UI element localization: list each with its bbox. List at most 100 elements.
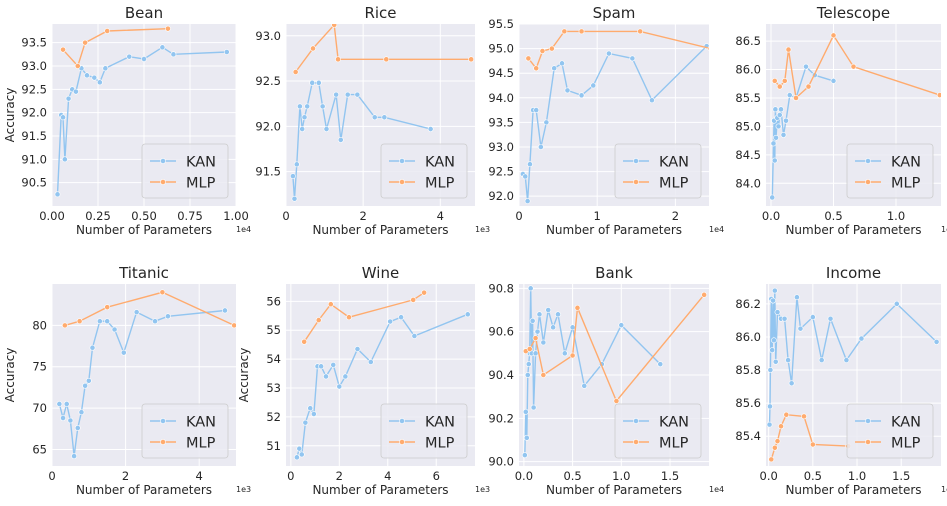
data-point	[76, 318, 83, 325]
x-tick-label: 1.5	[661, 469, 679, 483]
x-tick-label: 1.0	[848, 469, 866, 483]
y-tick-label: 91.0	[21, 152, 47, 166]
series-line-mlp	[295, 24, 472, 73]
data-point	[383, 56, 390, 63]
series-mlp	[522, 291, 708, 404]
x-tick-label: 6	[433, 469, 440, 483]
data-point	[533, 65, 540, 72]
data-point	[111, 326, 118, 333]
data-point	[323, 373, 329, 380]
data-point	[318, 363, 325, 370]
data-point	[783, 411, 790, 418]
data-point	[933, 339, 940, 345]
chart-income: 85.4 85.6 85.8 86.0 86.2 0.0 0.5 1.0 1.5 Income Nu…	[735, 264, 947, 497]
data-point	[344, 91, 351, 98]
x-tick-label: 0.0	[760, 469, 778, 483]
data-point	[104, 304, 111, 311]
y-tick-label: 53	[266, 381, 281, 395]
data-point	[165, 25, 171, 32]
data-point	[354, 346, 361, 352]
data-point	[701, 291, 708, 298]
data-point	[71, 453, 77, 459]
data-point	[301, 114, 308, 121]
data-point	[337, 137, 344, 143]
data-point	[294, 454, 300, 461]
series-mlp	[301, 289, 428, 345]
x-axis-label: Number of Parameters	[785, 483, 921, 497]
data-point	[152, 318, 158, 325]
chart-wine: 51 52 53 54 55 56 0 2 4 6 Wine Number of Parameters…	[237, 264, 490, 497]
data-point	[104, 28, 111, 34]
data-point	[120, 349, 127, 356]
x-exponent-label: 1e4	[941, 225, 947, 234]
y-tick-label: 92.0	[21, 106, 47, 120]
x-exponent-label: 1e4	[709, 485, 724, 494]
data-point	[809, 441, 816, 448]
x-axis-label: Number of Parameters	[312, 223, 448, 237]
data-point	[411, 333, 418, 339]
data-point	[555, 311, 561, 318]
data-point	[771, 444, 778, 451]
data-point	[529, 317, 536, 324]
data-point	[773, 134, 779, 141]
series-kan	[520, 43, 709, 204]
data-point	[540, 372, 547, 378]
x-exponent-label: 1e4	[709, 225, 724, 234]
legend-label-kan: KAN	[659, 155, 689, 171]
data-point	[785, 46, 792, 53]
data-point	[766, 421, 773, 428]
chart-bean: 90.5 91.0 91.5 92.0 92.5 93.0 93.5 0.00 0.25 0.50…	[3, 4, 251, 237]
legend-marker-mlp	[633, 179, 639, 185]
data-point	[523, 434, 530, 441]
data-point	[84, 72, 90, 79]
data-point	[170, 51, 177, 58]
x-tick-label: 1.00	[223, 209, 249, 223]
data-point	[801, 413, 807, 420]
data-point	[536, 311, 543, 318]
legend-marker-kan	[160, 418, 166, 424]
data-point	[548, 45, 555, 52]
data-point	[769, 194, 776, 201]
legend-label-mlp: MLP	[659, 436, 689, 452]
x-tick-label: 4	[384, 469, 391, 483]
y-tick-label: 84.0	[735, 176, 761, 190]
data-point	[613, 398, 620, 404]
chart-title: Wine	[362, 264, 399, 282]
legend: KAN MLP	[380, 403, 468, 459]
legend-label-kan: KAN	[425, 155, 455, 171]
legend-marker-mlp	[865, 439, 871, 445]
data-point	[398, 314, 404, 321]
data-point	[561, 28, 568, 35]
data-point	[89, 344, 96, 351]
x-exponent-label: 1e3	[236, 485, 251, 494]
data-point	[371, 114, 378, 121]
x-tick-label: 4	[437, 209, 444, 223]
data-point	[296, 445, 303, 452]
y-tick-label: 52	[266, 410, 281, 424]
data-point	[526, 346, 533, 352]
data-point	[788, 380, 795, 387]
data-point	[96, 79, 103, 86]
x-tick-label: 0.5	[563, 469, 581, 483]
y-tick-label: 92.5	[255, 74, 281, 88]
data-point	[785, 357, 791, 364]
data-point	[540, 339, 547, 346]
data-point	[778, 423, 784, 430]
data-point	[771, 157, 778, 164]
data-point	[581, 382, 588, 389]
data-point	[564, 87, 571, 94]
x-tick-label: 1.5	[892, 469, 910, 483]
data-point	[530, 404, 537, 411]
data-point	[532, 350, 539, 357]
x-tick-label: 0.50	[131, 209, 157, 223]
x-axis-label: Number of Parameters	[785, 223, 921, 237]
data-point	[60, 415, 66, 421]
data-point	[525, 55, 532, 62]
chart-spam: 92.0 92.5 93.0 93.5 94.0 94.5 95.0 95.5 0 1 2 Spam N…	[488, 4, 724, 237]
data-point	[82, 39, 89, 46]
series-mlp	[60, 25, 171, 69]
data-point	[521, 452, 528, 459]
data-point	[293, 161, 300, 168]
y-tick-label: 86.2	[735, 297, 761, 311]
